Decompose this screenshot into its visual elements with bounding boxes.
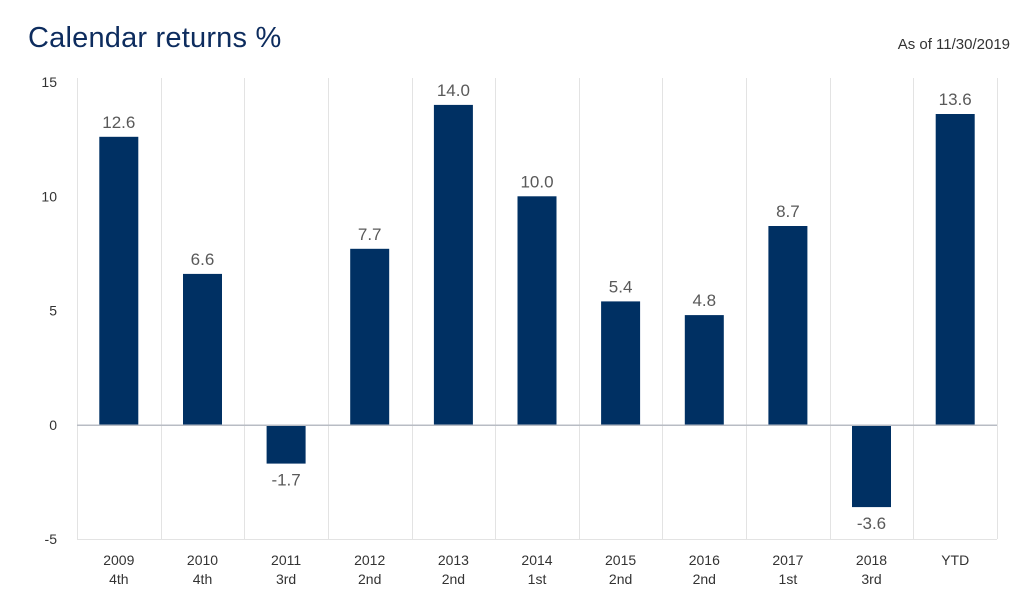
chart-title: Calendar returns %	[28, 22, 282, 54]
x-tick-label-quartile: 4th	[109, 571, 128, 587]
as-of-date: As of 11/30/2019	[897, 36, 1010, 53]
bar	[601, 301, 641, 425]
data-label: 5.4	[609, 277, 633, 296]
x-tick-label-quartile: 2nd	[442, 571, 465, 587]
x-tick-label-quartile: 2nd	[609, 571, 632, 587]
bar	[433, 104, 473, 425]
bar	[517, 196, 557, 425]
bar	[852, 424, 891, 508]
bar	[768, 226, 808, 425]
bar	[350, 248, 390, 425]
x-tick-label-year: 2014	[521, 552, 552, 568]
x-tick-label-year: 2016	[689, 552, 720, 568]
x-tick-label-quartile: 1st	[528, 571, 547, 587]
y-tick-label: -5	[45, 531, 58, 547]
data-labels: 12.6 6.6 -1.7 7.7 14.0 10.0 5.4 4.8 8.7 -3.6 13.6	[102, 81, 971, 533]
y-tick-label: 15	[41, 74, 57, 90]
data-label: 7.7	[358, 225, 382, 244]
bar	[935, 114, 975, 425]
x-tick-label-year: 2012	[354, 552, 385, 568]
data-label: -3.6	[857, 514, 886, 533]
data-label: 6.6	[191, 250, 215, 269]
data-label: 10.0	[520, 172, 553, 191]
x-tick-label-year: 2017	[772, 552, 803, 568]
data-label: -1.7	[271, 471, 300, 490]
x-tick-label-quartile: 1st	[779, 571, 798, 587]
data-label: 13.6	[939, 90, 972, 109]
data-label: 8.7	[776, 202, 800, 221]
x-tick-label-year: 2011	[271, 552, 301, 568]
data-label: 14.0	[437, 81, 470, 100]
x-tick-label-quartile: 2nd	[693, 571, 716, 587]
data-label: 12.6	[102, 113, 135, 132]
bars	[99, 104, 975, 508]
y-tick-label: 10	[41, 188, 57, 204]
x-tick-label-quartile: 3rd	[276, 571, 296, 587]
x-axis: 2009 4th 2010 4th 2011 3rd 2012 2nd 2013 2nd 2014 1…	[103, 552, 969, 587]
x-tick-label-year: YTD	[941, 552, 969, 568]
bar	[684, 315, 724, 425]
bar	[266, 424, 306, 464]
y-tick-label: 5	[49, 303, 57, 319]
y-tick-label: 0	[49, 417, 57, 433]
x-tick-label-year: 2013	[438, 552, 469, 568]
x-tick-label-quartile: 2nd	[358, 571, 381, 587]
x-tick-label-year: 2018	[856, 552, 887, 568]
x-tick-label-quartile: 4th	[193, 571, 212, 587]
grid-lines	[77, 78, 998, 540]
x-tick-label-year: 2009	[103, 552, 134, 568]
bar	[99, 136, 139, 425]
x-tick-label-quartile: 3rd	[861, 571, 881, 587]
data-label: 4.8	[692, 291, 716, 310]
bar	[183, 273, 222, 425]
x-tick-label-year: 2010	[187, 552, 218, 568]
y-axis: 15 10 5 0 -5	[41, 74, 57, 547]
x-tick-label-year: 2015	[605, 552, 636, 568]
